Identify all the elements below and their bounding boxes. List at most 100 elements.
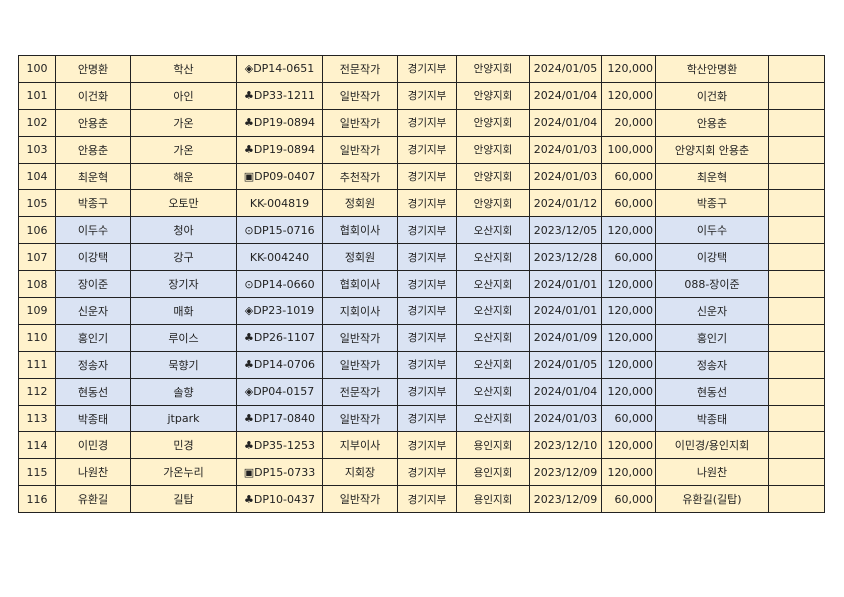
table-row: 101 이건화 아인 ♣DP33-1211 일반작가 경기지부 안양지회 2024/01/04… xyxy=(18,81,825,110)
note-cell xyxy=(768,404,825,433)
table-row: 102 안용춘 가온 ♣DP19-0894 일반작가 경기지부 안양지회 2024/01/04… xyxy=(18,108,825,137)
branch-cell: 경기지부 xyxy=(397,404,457,433)
branch-cell: 경기지부 xyxy=(397,458,457,487)
table-row: 104 최운혁 해운 ▣DP09-0407 추천작가 경기지부 안양지회 2024/01/03… xyxy=(18,162,825,191)
member-name-cell: 안명환 xyxy=(55,55,131,83)
pen-name-cell: 길탑 xyxy=(130,485,237,514)
pen-name-cell: jtpark xyxy=(130,404,237,433)
member-grade-cell: 일반작가 xyxy=(322,404,398,433)
row-number-cell: 110 xyxy=(18,323,56,352)
note-cell xyxy=(768,350,825,379)
member-name-cell: 최운혁 xyxy=(55,162,131,191)
member-name-cell: 이두수 xyxy=(55,216,131,245)
chapter-cell: 오산지회 xyxy=(456,350,530,379)
member-name-cell: 정송자 xyxy=(55,350,131,379)
chapter-cell: 안양지회 xyxy=(456,162,530,191)
row-number-cell: 101 xyxy=(18,81,56,110)
member-id-cell: ▣DP09-0407 xyxy=(236,162,323,191)
payment-date-cell: 2024/01/03 xyxy=(529,162,602,191)
depositor-name-cell: 088-장이준 xyxy=(655,270,769,299)
chapter-cell: 오산지회 xyxy=(456,270,530,299)
member-name-cell: 이건화 xyxy=(55,81,131,110)
amount-cell: 120,000 xyxy=(601,350,656,379)
chapter-cell: 용인지회 xyxy=(456,458,530,487)
depositor-name-cell: 이두수 xyxy=(655,216,769,245)
payment-date-cell: 2024/01/03 xyxy=(529,135,602,164)
amount-cell: 120,000 xyxy=(601,81,656,110)
row-number-cell: 114 xyxy=(18,431,56,460)
table-row: 108 장이준 장기자 ⊙DP14-0660 협회이사 경기지부 오산지회 2024/01/0… xyxy=(18,270,825,299)
table-row: 114 이민경 민경 ♣DP35-1253 지부이사 경기지부 용인지회 2023/12/10… xyxy=(18,431,825,460)
branch-cell: 경기지부 xyxy=(397,297,457,325)
member-id-cell: ♣DP19-0894 xyxy=(236,108,323,137)
table-row: 109 신운자 매화 ◈DP23-1019 지회이사 경기지부 오산지회 2024/01/01… xyxy=(18,297,825,325)
table-row: 115 나원찬 가온누리 ▣DP15-0733 지회장 경기지부 용인지회 2023/12/0… xyxy=(18,458,825,487)
amount-cell: 120,000 xyxy=(601,55,656,83)
member-id-cell: KK-004819 xyxy=(236,189,323,218)
row-number-cell: 106 xyxy=(18,216,56,245)
payment-date-cell: 2024/01/12 xyxy=(529,189,602,218)
member-name-cell: 나원찬 xyxy=(55,458,131,487)
table-row: 103 안용춘 가온 ♣DP19-0894 일반작가 경기지부 안양지회 2024/01/03… xyxy=(18,135,825,164)
payment-date-cell: 2024/01/05 xyxy=(529,55,602,83)
chapter-cell: 안양지회 xyxy=(456,135,530,164)
member-id-cell: ♣DP19-0894 xyxy=(236,135,323,164)
amount-cell: 60,000 xyxy=(601,485,656,514)
note-cell xyxy=(768,431,825,460)
member-grade-cell: 협회이사 xyxy=(322,216,398,245)
row-number-cell: 105 xyxy=(18,189,56,218)
depositor-name-cell: 박종구 xyxy=(655,189,769,218)
member-name-cell: 이민경 xyxy=(55,431,131,460)
member-name-cell: 안용춘 xyxy=(55,135,131,164)
member-name-cell: 홍인기 xyxy=(55,323,131,352)
amount-cell: 120,000 xyxy=(601,216,656,245)
table-body: 100 안명환 학산 ◈DP14-0651 전문작가 경기지부 안양지회 2024/01/05… xyxy=(18,55,825,514)
note-cell xyxy=(768,55,825,83)
payment-date-cell: 2024/01/05 xyxy=(529,350,602,379)
chapter-cell: 용인지회 xyxy=(456,431,530,460)
member-grade-cell: 일반작가 xyxy=(322,108,398,137)
amount-cell: 120,000 xyxy=(601,323,656,352)
branch-cell: 경기지부 xyxy=(397,135,457,164)
payment-date-cell: 2024/01/01 xyxy=(529,270,602,299)
table-row: 116 유환길 길탑 ♣DP10-0437 일반작가 경기지부 용인지회 2023/12/09… xyxy=(18,485,825,514)
depositor-name-cell: 현동선 xyxy=(655,377,769,406)
row-number-cell: 107 xyxy=(18,243,56,272)
depositor-name-cell: 이강택 xyxy=(655,243,769,272)
member-grade-cell: 지부이사 xyxy=(322,431,398,460)
note-cell xyxy=(768,162,825,191)
depositor-name-cell: 유환길(길탑) xyxy=(655,485,769,514)
member-id-cell: ⊙DP15-0716 xyxy=(236,216,323,245)
amount-cell: 60,000 xyxy=(601,243,656,272)
payment-date-cell: 2023/12/10 xyxy=(529,431,602,460)
depositor-name-cell: 학산안명환 xyxy=(655,55,769,83)
branch-cell: 경기지부 xyxy=(397,270,457,299)
branch-cell: 경기지부 xyxy=(397,485,457,514)
member-id-cell: ♣DP35-1253 xyxy=(236,431,323,460)
table-row: 100 안명환 학산 ◈DP14-0651 전문작가 경기지부 안양지회 2024/01/05… xyxy=(18,55,825,83)
table-row: 105 박종구 오토만 KK-004819 정회원 경기지부 안양지회 2024/01/12 6… xyxy=(18,189,825,218)
note-cell xyxy=(768,323,825,352)
table-row: 110 홍인기 루이스 ♣DP26-1107 일반작가 경기지부 오산지회 2024/01/0… xyxy=(18,323,825,352)
note-cell xyxy=(768,458,825,487)
member-payment-table: 100 안명환 학산 ◈DP14-0651 전문작가 경기지부 안양지회 2024/01/05… xyxy=(18,55,825,514)
payment-date-cell: 2024/01/01 xyxy=(529,297,602,325)
amount-cell: 120,000 xyxy=(601,458,656,487)
member-grade-cell: 일반작가 xyxy=(322,485,398,514)
branch-cell: 경기지부 xyxy=(397,350,457,379)
row-number-cell: 104 xyxy=(18,162,56,191)
amount-cell: 60,000 xyxy=(601,162,656,191)
pen-name-cell: 학산 xyxy=(130,55,237,83)
note-cell xyxy=(768,243,825,272)
branch-cell: 경기지부 xyxy=(397,216,457,245)
member-name-cell: 박종구 xyxy=(55,189,131,218)
pen-name-cell: 묵향기 xyxy=(130,350,237,379)
member-id-cell: ♣DP14-0706 xyxy=(236,350,323,379)
note-cell xyxy=(768,297,825,325)
row-number-cell: 112 xyxy=(18,377,56,406)
payment-date-cell: 2024/01/09 xyxy=(529,323,602,352)
pen-name-cell: 솔향 xyxy=(130,377,237,406)
payment-date-cell: 2024/01/04 xyxy=(529,81,602,110)
note-cell xyxy=(768,270,825,299)
branch-cell: 경기지부 xyxy=(397,55,457,83)
